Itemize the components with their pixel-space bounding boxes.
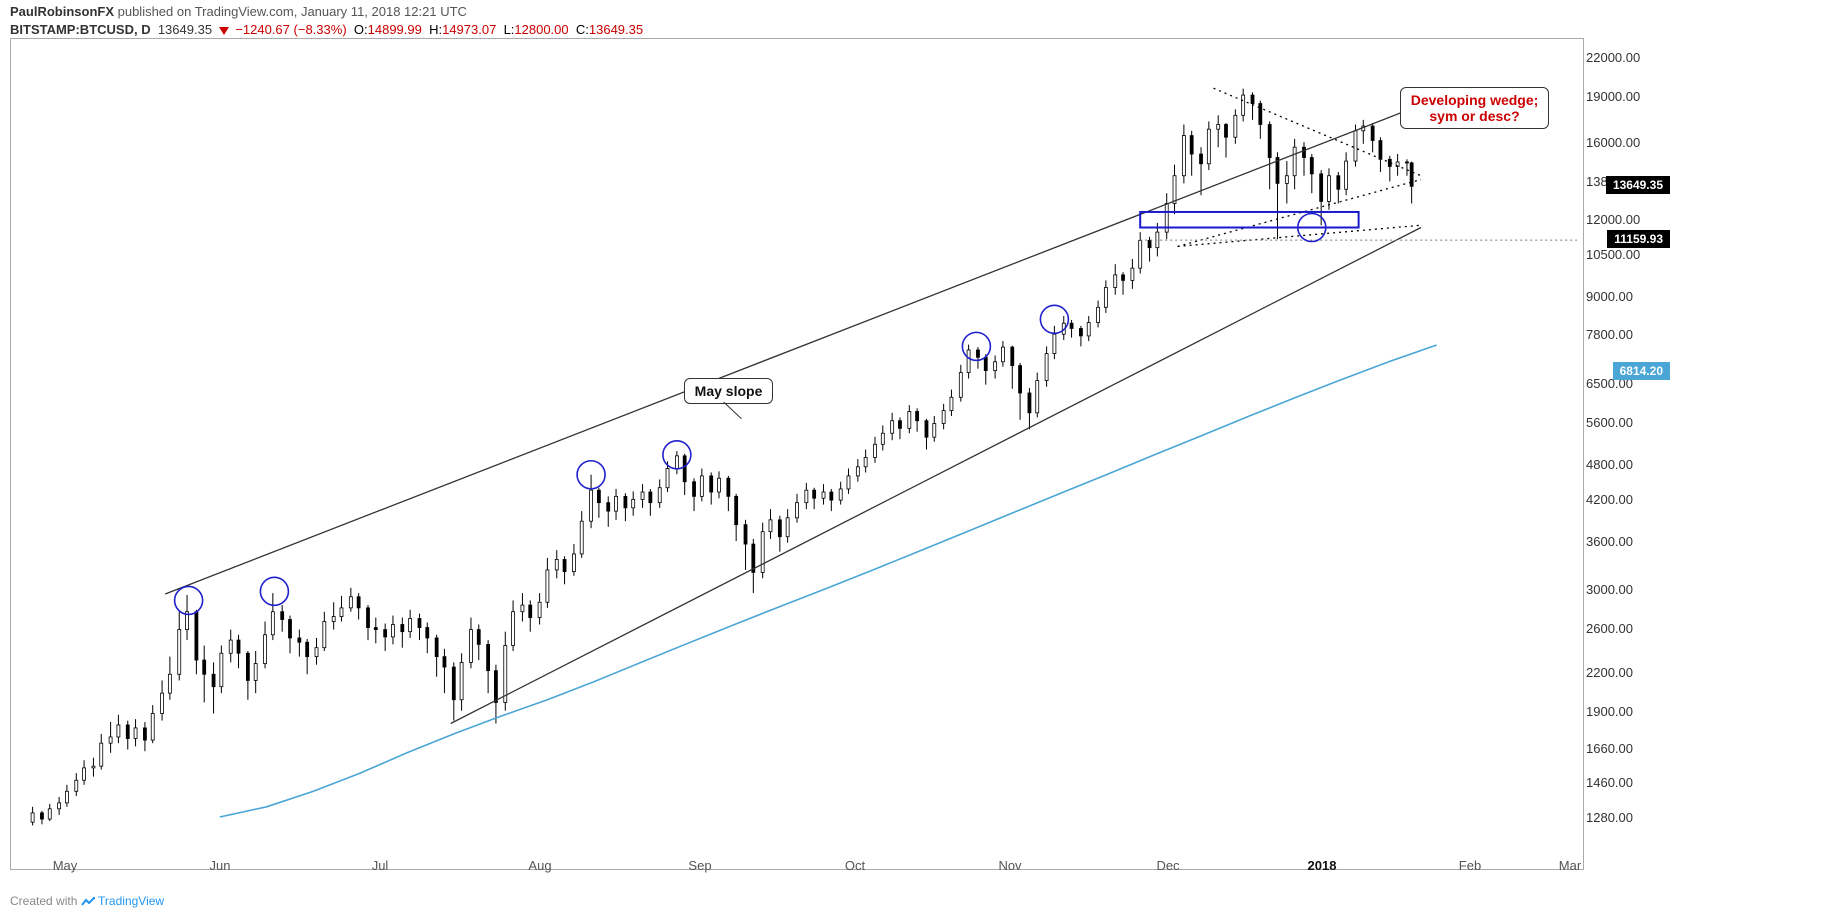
- y-tick: 16000.00: [1586, 135, 1640, 150]
- publish-header: PaulRobinsonFX published on TradingView.…: [10, 4, 467, 19]
- y-tick: 2200.00: [1586, 665, 1633, 680]
- tradingview-logo-icon: [81, 894, 98, 908]
- x-tick: Dec: [1156, 858, 1179, 873]
- l-val: 12800.00: [514, 22, 568, 37]
- down-arrow-icon: [219, 27, 229, 35]
- x-tick: May: [53, 858, 78, 873]
- y-tick: 3600.00: [1586, 534, 1633, 549]
- c-val: 13649.35: [589, 22, 643, 37]
- x-tick: Mar: [1559, 858, 1581, 873]
- x-tick: Aug: [528, 858, 551, 873]
- h-val: 14973.07: [442, 22, 496, 37]
- y-tick: 5600.00: [1586, 415, 1633, 430]
- x-tick: Feb: [1459, 858, 1481, 873]
- y-tick: 12000.00: [1586, 212, 1640, 227]
- callout: May slope: [684, 378, 774, 404]
- change-pct: (−8.33%): [294, 22, 347, 37]
- footer: Created with TradingView: [10, 894, 164, 908]
- callout: Developing wedge;sym or desc?: [1400, 87, 1550, 129]
- footer-prefix: Created with: [10, 894, 81, 908]
- x-tick: Sep: [688, 858, 711, 873]
- price-tag: 6814.20: [1613, 362, 1670, 380]
- y-tick: 2600.00: [1586, 621, 1633, 636]
- pub-date: January 11, 2018 12:21 UTC: [301, 4, 467, 19]
- h-label: H:: [429, 22, 442, 37]
- y-tick: 4200.00: [1586, 492, 1633, 507]
- x-axis: May Jun Jul Aug Sep Oct Nov Dec 2018 Feb Mar: [10, 856, 1582, 876]
- author: PaulRobinsonFX: [10, 4, 114, 19]
- x-tick: 2018: [1308, 858, 1337, 873]
- o-label: O:: [354, 22, 368, 37]
- c-label: C:: [576, 22, 589, 37]
- y-tick: 1900.00: [1586, 704, 1633, 719]
- chart-root: PaulRobinsonFX published on TradingView.…: [0, 0, 1824, 914]
- o-val: 14899.99: [368, 22, 422, 37]
- y-tick: 10500.00: [1586, 247, 1640, 262]
- change: −1240.67: [235, 22, 290, 37]
- price-tag: 13649.35: [1606, 176, 1670, 194]
- symbol: BITSTAMP:BTCUSD, D: [10, 22, 151, 37]
- y-tick: 7800.00: [1586, 327, 1633, 342]
- x-tick: Jun: [210, 858, 231, 873]
- y-tick: 1460.00: [1586, 775, 1633, 790]
- y-tick: 9000.00: [1586, 289, 1633, 304]
- pub-on: published on TradingView.com,: [114, 4, 301, 19]
- footer-brand: TradingView: [98, 894, 164, 908]
- x-tick: Jul: [372, 858, 389, 873]
- y-tick: 19000.00: [1586, 89, 1640, 104]
- l-label: L:: [504, 22, 515, 37]
- ohlc-bar: BITSTAMP:BTCUSD, D 13649.35 −1240.67 (−8…: [10, 22, 643, 37]
- x-tick: Oct: [845, 858, 865, 873]
- y-tick: 1660.00: [1586, 741, 1633, 756]
- last-price: 13649.35: [158, 22, 212, 37]
- y-tick: 22000.00: [1586, 50, 1640, 65]
- x-tick: Nov: [998, 858, 1021, 873]
- y-axis: 1280.00 1460.00 1660.00 1900.00 2200.00 2600.…: [1582, 38, 1672, 868]
- y-tick: 3000.00: [1586, 582, 1633, 597]
- y-tick: 1280.00: [1586, 810, 1633, 825]
- price-tag: 11159.93: [1607, 230, 1670, 248]
- chart-plot-area[interactable]: [10, 38, 1584, 870]
- chart-svg: [11, 39, 1583, 869]
- y-tick: 4800.00: [1586, 457, 1633, 472]
